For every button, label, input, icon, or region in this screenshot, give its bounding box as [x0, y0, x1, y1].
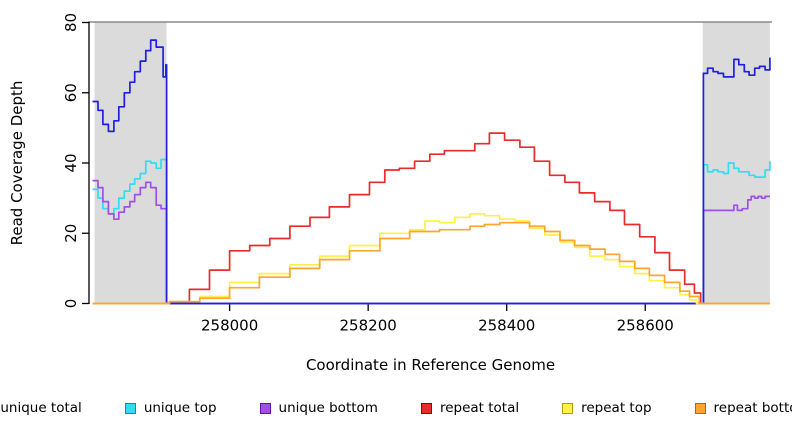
y-tick-label: 80: [62, 13, 80, 32]
series-repeat-total: [92, 132, 770, 305]
x-tick-label: 258200: [340, 317, 397, 335]
legend-label-unique-top: unique top: [143, 400, 217, 416]
legend-item-unique-bottom: unique bottom: [259, 399, 378, 417]
legend-item-repeat-total: repeat total: [420, 399, 520, 417]
x-tick-label: 258000: [201, 317, 258, 335]
legend-item-repeat-top: repeat top: [562, 399, 652, 417]
legend-label-unique-total: unique total: [0, 400, 82, 416]
series-unique-total: [92, 39, 771, 305]
y-tick-label: 60: [62, 83, 80, 102]
legend: unique total unique top unique bottom re…: [0, 399, 792, 417]
x-axis-title: Coordinate in Reference Genome: [306, 356, 555, 374]
x-tick-label: 258600: [617, 317, 674, 335]
x-tick-label: 258400: [478, 317, 535, 335]
y-axis-title: Read Coverage Depth: [8, 81, 26, 246]
legend-swatch-repeat-total-icon: [420, 402, 432, 414]
series-unique-bottom: [92, 179, 770, 305]
legend-label-repeat-total: repeat total: [439, 400, 520, 416]
repeat-region-right-shading: [702, 22, 770, 304]
legend-item-repeat-bottom: repeat bottom: [694, 399, 792, 417]
legend-swatch-unique-top-icon: [124, 402, 136, 414]
legend-item-unique-total: unique total: [0, 399, 82, 417]
legend-label-unique-bottom: unique bottom: [278, 400, 378, 416]
legend-label-repeat-top: repeat top: [581, 400, 652, 416]
y-tick-label: 40: [62, 153, 80, 172]
y-tick-label: 0: [62, 299, 80, 309]
legend-item-unique-top: unique top: [124, 399, 217, 417]
series-repeat-bottom: [92, 221, 770, 305]
legend-swatch-repeat-bottom-icon: [694, 402, 706, 414]
legend-label-repeat-bottom: repeat bottom: [713, 400, 792, 416]
legend-swatch-unique-bottom-icon: [259, 402, 271, 414]
y-tick-label: 20: [62, 224, 80, 243]
legend-swatch-repeat-top-icon: [562, 402, 574, 414]
